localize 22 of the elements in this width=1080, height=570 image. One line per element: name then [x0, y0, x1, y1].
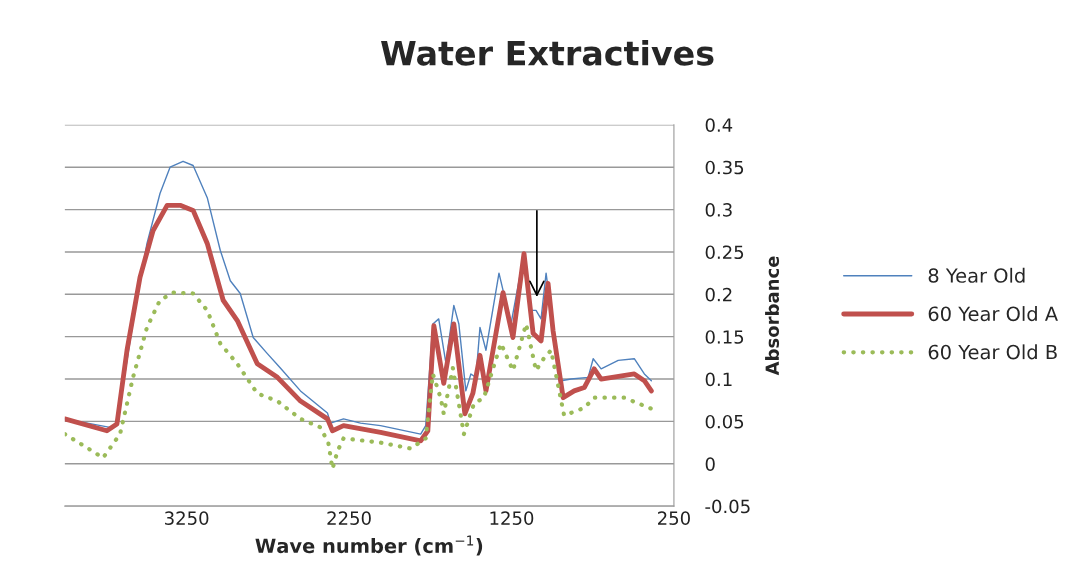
x-tick-label: 1250 [490, 511, 534, 525]
y-tick-label: 0.2 [705, 287, 732, 302]
y-axis-title: Absorbance [765, 256, 780, 376]
chart-title: Water Extractives [381, 39, 714, 66]
y-tick-label: 0 [705, 457, 715, 471]
y-tick-label: 0.35 [705, 160, 744, 175]
y-tick-label: 0.15 [705, 330, 744, 344]
y-tick-label: 0.05 [705, 414, 744, 429]
y-tick-label: -0.05 [705, 499, 750, 514]
x-tick-label: 3250 [165, 511, 209, 525]
y-tick-label: 0.1 [705, 372, 732, 387]
y-tick-label: 0.4 [705, 118, 733, 132]
x-tick-label: 2250 [327, 511, 371, 525]
y-tick-label: 0.3 [705, 203, 732, 217]
legend-label: 60 Year Old A [928, 306, 1058, 322]
x-axis-title: Wave number (cm$^{−1}$) [255, 535, 483, 556]
line-series [64, 290, 654, 471]
line-series [64, 202, 654, 444]
y-tick-label: 0.25 [705, 245, 744, 260]
x-tick-label: 250 [658, 511, 690, 525]
legend-label: 8 Year Old [928, 267, 1025, 283]
legend-label: 60 Year Old B [928, 344, 1057, 360]
